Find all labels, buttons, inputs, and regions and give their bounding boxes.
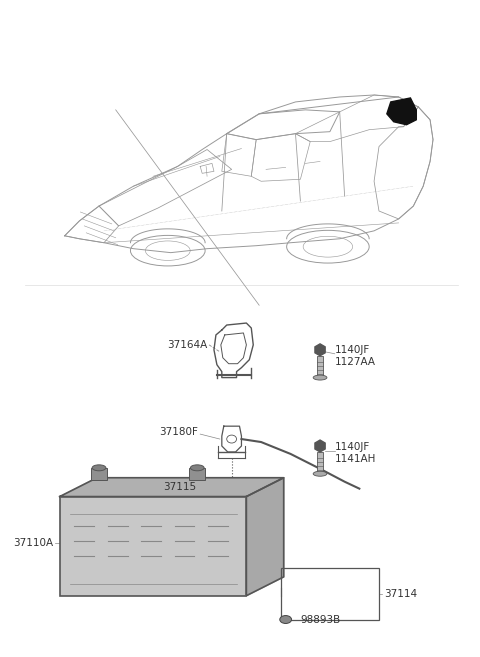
Text: 37115: 37115 — [163, 482, 196, 491]
Polygon shape — [387, 98, 416, 125]
Bar — [317, 356, 323, 378]
Bar — [190, 468, 205, 480]
Bar — [281, 568, 379, 620]
Text: 37114: 37114 — [384, 589, 417, 599]
Text: 37180F: 37180F — [159, 427, 198, 437]
Text: 98893B: 98893B — [300, 614, 341, 625]
Text: 37110A: 37110A — [13, 538, 53, 548]
Polygon shape — [60, 478, 284, 497]
Polygon shape — [246, 478, 284, 596]
Text: 1140JF
1141AH: 1140JF 1141AH — [335, 442, 376, 464]
Bar — [60, 497, 246, 596]
Ellipse shape — [313, 471, 327, 476]
Bar — [317, 452, 323, 474]
Bar — [91, 468, 107, 480]
Ellipse shape — [313, 375, 327, 380]
Ellipse shape — [280, 616, 291, 623]
Text: 1140JF
1127AA: 1140JF 1127AA — [335, 345, 376, 367]
Ellipse shape — [92, 465, 106, 471]
Text: 37164A: 37164A — [167, 340, 207, 350]
Ellipse shape — [191, 465, 204, 471]
